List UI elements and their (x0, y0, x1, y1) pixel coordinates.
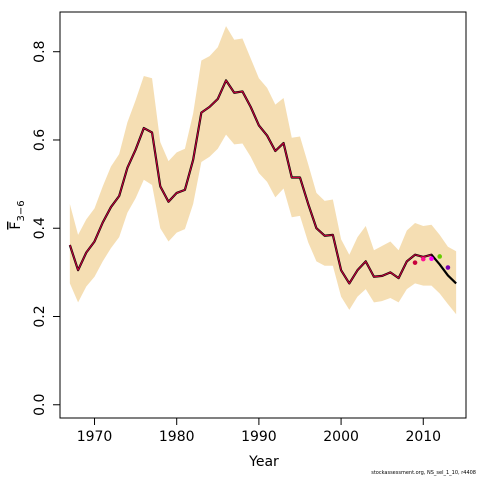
credit-text: stockassessment.org, NS_sel_1_10, r4408 (371, 470, 476, 476)
x-tick-label: 1970 (77, 429, 113, 445)
retro-point-2009 (412, 260, 418, 265)
x-axis-title: Year (248, 454, 279, 470)
svg-text:F3−6: F3−6 (8, 200, 27, 229)
y-tick-label: 0.0 (32, 394, 48, 416)
x-tick-label: 1990 (241, 429, 277, 445)
x-tick-label: 2010 (405, 429, 441, 445)
y-axis-title-subscript: 3−6 (16, 200, 27, 221)
series-line-layer (68, 79, 457, 285)
y-tick-label: 0.6 (32, 129, 48, 151)
y-tick-label: 0.8 (32, 41, 48, 63)
point-layer (412, 254, 451, 270)
x-axis: 1970 1980 1990 2000 2010 (77, 418, 441, 445)
x-tick-label: 2000 (323, 429, 359, 445)
retro-point-2012 (437, 254, 443, 259)
retro-point-2011 (429, 256, 434, 261)
retro-point-2013 (445, 265, 451, 270)
y-tick-label: 0.2 (32, 305, 48, 327)
x-tick-label: 1980 (159, 429, 195, 445)
series-line-retrospective (69, 79, 432, 284)
retro-point-2010 (420, 256, 426, 262)
confidence-band (69, 26, 457, 315)
y-axis-title: F3−6 (8, 200, 27, 229)
confidence-band-layer (69, 26, 457, 315)
y-axis: 0.0 0.2 0.4 0.6 0.8 (32, 41, 60, 416)
y-tick-label: 0.4 (32, 217, 48, 239)
plot-frame (59, 11, 467, 419)
y-axis-title-main: F (8, 222, 24, 230)
